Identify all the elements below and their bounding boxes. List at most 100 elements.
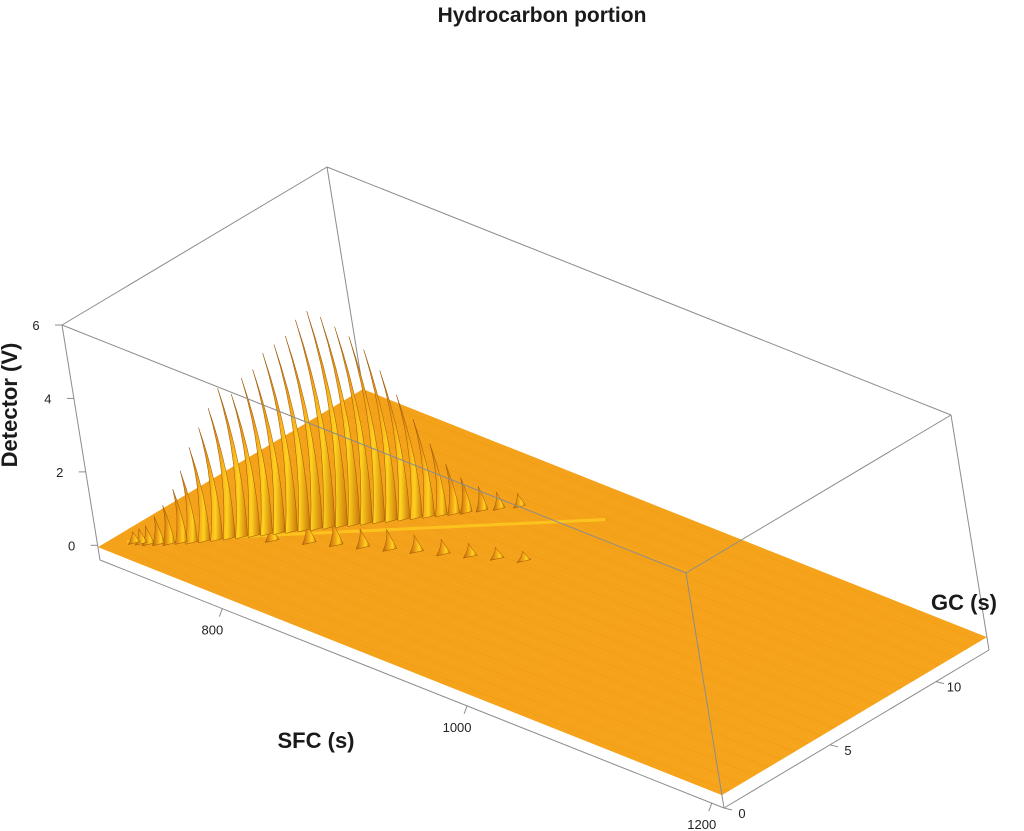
chromatogram-peak	[230, 394, 261, 538]
y-tick-label: 10	[947, 680, 961, 695]
secondary-peak	[382, 529, 398, 552]
floor-stripe	[355, 405, 968, 650]
y-tick	[829, 744, 839, 748]
floor-stripe	[335, 417, 948, 662]
box-edge-front-top	[61, 324, 687, 574]
surface-floor	[97, 389, 987, 796]
ridge-segment	[545, 519, 566, 524]
secondary-peak	[355, 528, 371, 550]
box-edge-back-top-right	[326, 166, 952, 416]
ridge-segment	[525, 520, 546, 525]
floor-stripe	[182, 508, 795, 753]
floor-stripe	[129, 539, 742, 784]
floor-stripe	[282, 448, 895, 693]
box-edge-back-vertical	[326, 166, 366, 403]
x-axis-label: SFC (s)	[278, 728, 355, 753]
chromatogram-peak	[512, 493, 526, 509]
box-edge-left-vertical	[61, 324, 101, 561]
chromatogram-peak	[179, 470, 198, 545]
x-tick	[218, 608, 223, 617]
floor-stripe	[143, 531, 756, 776]
ridge-segment	[485, 522, 506, 527]
chromatogram-peak	[207, 407, 236, 541]
chromatogram-peak	[459, 477, 473, 515]
chromatogram-peak	[285, 335, 323, 532]
ridge-segment	[585, 518, 606, 522]
chromatogram-peak	[198, 427, 223, 542]
box-edge-right-vertical	[950, 414, 990, 651]
box-edge-right-bottom	[723, 649, 990, 809]
floor-stripe	[361, 401, 974, 646]
chromatogram-peak	[273, 344, 311, 533]
floor-stripe	[341, 413, 954, 658]
floor-stripe	[295, 441, 908, 685]
box-edge-front-vertical	[685, 572, 725, 809]
y-tick	[935, 681, 945, 685]
floor-stripe	[169, 516, 782, 760]
ridge-segment	[425, 525, 446, 530]
chromatogram-peak	[429, 443, 448, 518]
y-tick	[723, 807, 733, 811]
ridge-segment	[405, 526, 426, 531]
ridge-segment	[385, 527, 407, 532]
floor-stripe	[136, 535, 749, 780]
y-axis-label: GC (s)	[931, 590, 997, 615]
chromatogram-peak	[363, 349, 398, 523]
chromatogram-peak	[348, 336, 386, 525]
x-tick	[708, 802, 713, 812]
z-tick-label: 6	[32, 318, 39, 333]
floor-stripe	[123, 543, 736, 788]
x-tick	[463, 705, 468, 715]
chromatogram-peak	[241, 377, 273, 537]
floor-stripes	[116, 397, 981, 792]
z-tick-label: 2	[56, 465, 63, 480]
chart-title: Hydrocarbon portion	[438, 4, 647, 27]
ridge-segment	[445, 524, 466, 529]
secondary-peak	[489, 546, 505, 561]
chromatogram-peak	[306, 311, 348, 529]
chromatogram-peak	[475, 486, 489, 513]
floor-stripe	[315, 429, 928, 674]
floor-stripe	[116, 547, 729, 792]
chromatogram-peak	[396, 394, 423, 521]
chromatogram-peak	[127, 530, 141, 545]
chromatogram-peak	[162, 505, 176, 547]
chromatogram-peak	[379, 370, 411, 522]
bounding-box-back	[61, 166, 990, 651]
ridge-segment	[465, 523, 486, 528]
floor-stripe	[189, 504, 802, 749]
axis-ticks: 800 1000 1200 0 5 10 0 2 4 6	[32, 318, 961, 831]
z-tick-label: 4	[44, 391, 51, 406]
floor-stripe	[368, 397, 981, 642]
floor-stripe	[163, 520, 776, 764]
chromatogram-peak	[252, 369, 286, 536]
chromatogram-peak	[217, 388, 248, 540]
z-tick-label: 0	[68, 538, 75, 553]
floor-stripe	[149, 527, 762, 772]
x-tick-label: 1200	[687, 817, 716, 831]
ridge-segment	[346, 529, 367, 534]
secondary-peak	[409, 534, 425, 554]
chromatogram-peak	[152, 516, 165, 547]
chromatogram-peak	[445, 464, 461, 517]
x-tick-label: 800	[202, 623, 224, 638]
floor-stripe	[156, 523, 769, 768]
surface-peaks	[127, 311, 532, 563]
chromatogram-peak	[262, 353, 298, 534]
y-tick-label: 0	[738, 806, 745, 821]
x-tick-label: 1000	[443, 720, 472, 735]
box-edge-front-bottom	[99, 559, 725, 809]
bounding-box-front	[61, 324, 990, 809]
ridge-segment	[505, 521, 526, 526]
floor-stripe	[328, 421, 941, 666]
secondary-peak	[462, 542, 478, 559]
ridge-segment	[286, 532, 307, 536]
chromatogram-peak	[188, 447, 211, 544]
floor-stripe	[176, 512, 789, 757]
secondary-peak	[516, 550, 532, 563]
ridge-segment	[565, 518, 586, 523]
floor-stripe	[348, 409, 961, 654]
box-edge-right-top	[685, 414, 952, 574]
chromatogram-peak	[492, 491, 506, 511]
floor-stripe	[196, 500, 809, 745]
